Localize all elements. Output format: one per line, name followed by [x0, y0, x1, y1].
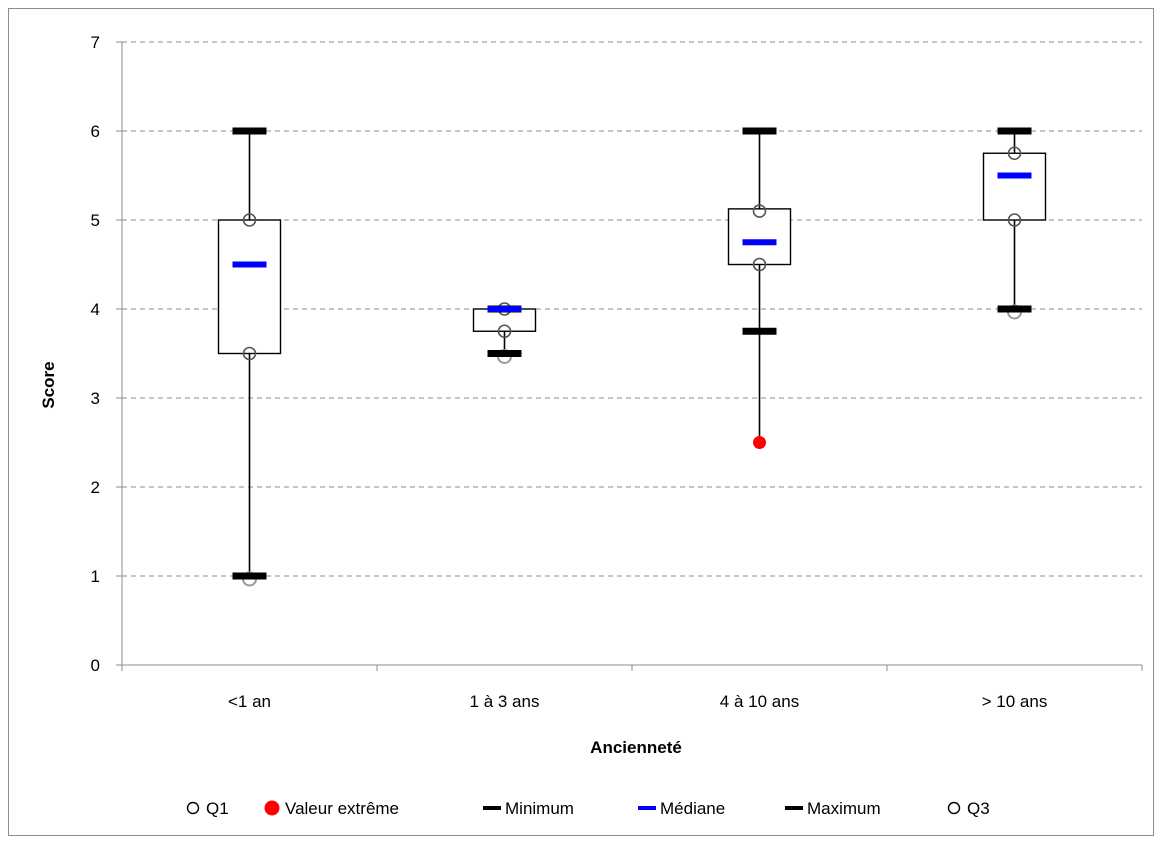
- legend-red-dot-icon: [264, 800, 280, 816]
- y-axis-title: Score: [39, 361, 58, 408]
- q1-marker: [752, 257, 767, 272]
- legend-label: Minimum: [505, 799, 574, 818]
- q3-marker: [752, 204, 767, 218]
- median-marker: [742, 239, 777, 246]
- extreme-value-marker: [753, 436, 766, 449]
- minimum-marker: [487, 350, 522, 357]
- q1-marker: [242, 346, 257, 361]
- legend-label: Q3: [967, 799, 990, 818]
- legend-item: Valeur extrême: [264, 799, 399, 818]
- legend-item: Maximum: [785, 799, 881, 818]
- q3-marker: [1007, 146, 1022, 161]
- minimum-marker: [232, 572, 267, 580]
- y-tick-label: 0: [91, 656, 100, 675]
- x-tick-label: 4 à 10 ans: [720, 692, 799, 711]
- x-tick-label: <1 an: [228, 692, 271, 711]
- legend-item: Médiane: [638, 799, 725, 818]
- box-layer: [217, 131, 1047, 576]
- median-marker: [997, 172, 1032, 179]
- q1-marker: [1007, 213, 1022, 227]
- legend-open-circle-icon: [947, 801, 961, 815]
- legend-open-circle-icon: [186, 801, 200, 815]
- y-tick-label: 1: [91, 567, 100, 586]
- legend-label: Q1: [206, 799, 229, 818]
- grid-layer: [122, 41, 1142, 577]
- legend-item: Q3: [947, 799, 990, 818]
- x-tick-label: > 10 ans: [982, 692, 1048, 711]
- legend-blue-dash-icon: [638, 806, 656, 810]
- legend-item: Q1: [186, 799, 229, 818]
- maximum-marker: [997, 127, 1032, 135]
- legend-label: Valeur extrême: [285, 799, 399, 818]
- legend-label: Médiane: [660, 799, 725, 818]
- minimum-marker: [997, 305, 1032, 313]
- x-axis-title: Ancienneté: [590, 738, 682, 757]
- legend-item: Minimum: [483, 799, 574, 818]
- legend-label: Maximum: [807, 799, 881, 818]
- marker-layer: [232, 127, 1032, 587]
- y-tick-label: 2: [91, 478, 100, 497]
- median-marker: [487, 306, 522, 312]
- y-tick-label: 6: [91, 122, 100, 141]
- q1-marker: [497, 324, 512, 339]
- y-tick-label: 7: [91, 33, 100, 52]
- axis-layer: 0 1 2 3 4 5 6 7 <1 an 1 à 3 ans 4 à 10 ans > 10 ans: [91, 33, 1143, 711]
- maximum-marker: [742, 127, 777, 135]
- q3-marker: [242, 213, 257, 227]
- iqr-box: [217, 219, 282, 355]
- iqr-box: [982, 152, 1047, 221]
- legend-black-dash-icon: [483, 806, 501, 810]
- y-tick-label: 3: [91, 389, 100, 408]
- legend-black-dash-icon: [785, 806, 803, 810]
- legend: Q1 Valeur extrême Minimum Médiane Maximum Q3: [186, 799, 990, 818]
- chart-frame: [8, 8, 1154, 836]
- x-tick-label: 1 à 3 ans: [470, 692, 540, 711]
- minimum-marker: [742, 327, 777, 335]
- y-tick-label: 5: [91, 211, 100, 230]
- iqr-box: [727, 208, 792, 266]
- median-marker: [232, 261, 267, 268]
- y-tick-label: 4: [91, 300, 100, 319]
- maximum-marker: [232, 127, 267, 135]
